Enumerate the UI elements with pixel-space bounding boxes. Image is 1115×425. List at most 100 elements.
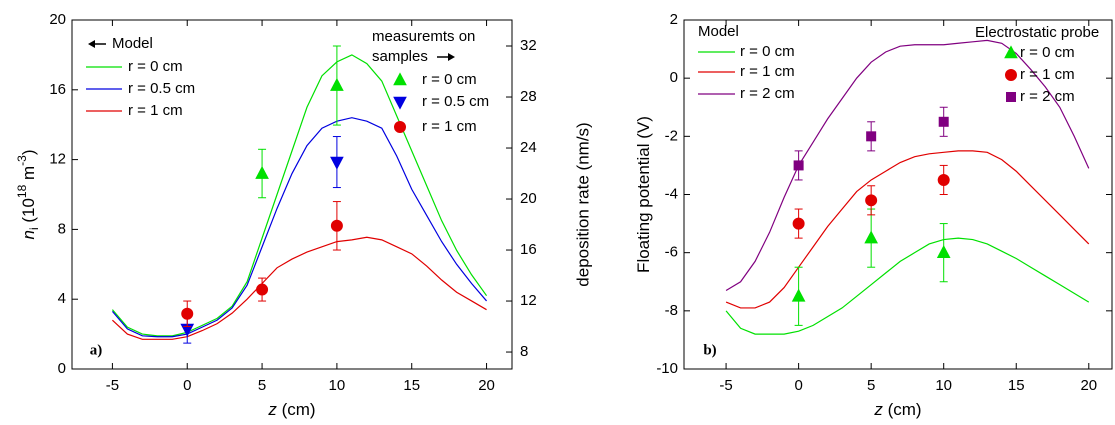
data-point — [937, 173, 950, 186]
y2-tick-label: 8 — [520, 343, 528, 360]
data-point — [865, 194, 878, 207]
model-line — [725, 237, 1090, 335]
y-label-part: i — [27, 227, 41, 230]
legend-marker — [1004, 45, 1018, 59]
legend-label: r = 1 cm — [422, 118, 477, 135]
x-tick-label: 15 — [403, 377, 420, 394]
legend-marker — [1005, 69, 1017, 81]
legend-marker — [393, 96, 407, 110]
y2-tick-label: 20 — [520, 190, 537, 207]
legend-arrow-head — [448, 53, 455, 61]
legend-title: Electrostatic probe — [975, 24, 1099, 41]
x-label-part: z — [267, 400, 277, 419]
x-tick-label: 20 — [478, 377, 495, 394]
x-tick-label: -5 — [106, 377, 119, 394]
x-label-part: (cm) — [883, 400, 922, 419]
legend-title: samples — [372, 48, 428, 65]
x-tick-label: 5 — [258, 377, 266, 394]
legend-marker — [394, 121, 406, 133]
y2-tick-label: 16 — [520, 241, 537, 258]
panel: -5 0 5 10 15 20 -10 -8 -6 -4 -2 0 2 z (cm) Floating po… — [634, 11, 1113, 419]
model-line — [111, 236, 487, 340]
legend-label: r = 2 cm — [740, 85, 795, 102]
x-tick-label: 5 — [867, 377, 875, 394]
legend-marker — [1006, 92, 1016, 102]
y-tick-label: 0 — [670, 69, 678, 86]
y-label-part: Floating potential (V) — [634, 116, 653, 273]
data-point — [792, 217, 805, 230]
legend-arrow-head — [88, 40, 95, 48]
x-label-part: (cm) — [277, 400, 316, 419]
x-tick-label: 0 — [183, 377, 191, 394]
y-tick-label: 8 — [58, 220, 66, 237]
y-tick-label: 20 — [49, 11, 66, 28]
x-tick-label: 0 — [794, 377, 802, 394]
x-tick-label: 10 — [329, 377, 346, 394]
x-tick-label: 20 — [1080, 377, 1097, 394]
legend-label: r = 2 cm — [1020, 88, 1075, 105]
model-line — [111, 117, 488, 338]
y-tick-label: -6 — [665, 244, 678, 261]
y-tick-label: -8 — [665, 302, 678, 319]
data-point — [791, 288, 806, 302]
y-tick-label: -4 — [665, 185, 678, 202]
y-tick-label: 0 — [58, 360, 66, 377]
x-axis-label: z (cm) — [873, 400, 921, 419]
data-point — [330, 156, 344, 170]
x-axis-label: z (cm) — [267, 400, 315, 419]
legend-label: r = 0 cm — [1020, 44, 1075, 61]
y-tick-label: 16 — [49, 81, 66, 98]
data-point — [793, 160, 804, 171]
data-point — [866, 131, 877, 142]
data-point — [256, 283, 269, 296]
y-tick-label: 2 — [670, 11, 678, 28]
y-label-part: (10 — [19, 198, 38, 227]
panel-label: a) — [90, 342, 103, 358]
panel: -5 0 5 10 15 20 0 4 8 12 16 20 8 12 16 20 24 28 32 z (cm) ni… — [15, 11, 592, 420]
data-point — [330, 219, 343, 232]
data-point — [181, 307, 194, 320]
y-tick-label: 4 — [58, 290, 66, 307]
y2-tick-label: 12 — [520, 292, 537, 309]
legend-label: r = 1 cm — [128, 102, 183, 119]
x-label-part: z — [873, 400, 883, 419]
model-line — [111, 54, 488, 337]
legend-label: r = 0.5 cm — [422, 93, 489, 110]
legend-label: r = 0 cm — [422, 71, 477, 88]
legend-label: r = 0 cm — [128, 58, 183, 75]
plot-frame — [71, 19, 513, 370]
x-tick-label: -5 — [719, 377, 732, 394]
y2-axis-label: deposition rate (nm/s) — [573, 122, 592, 286]
legend-label: r = 1 cm — [740, 63, 795, 80]
data-point — [255, 165, 269, 179]
legend-label: r = 0 cm — [740, 43, 795, 60]
legend-title: Model — [698, 23, 739, 40]
data-point — [936, 244, 951, 258]
data-point — [938, 116, 949, 127]
y2-tick-label: 24 — [520, 139, 537, 156]
y-axis-label: ni (1018 m-3) — [15, 149, 41, 239]
model-line — [725, 150, 1090, 309]
panel-label: b) — [703, 342, 716, 358]
y-tick-label: 12 — [49, 151, 66, 168]
y2-tick-label: 28 — [520, 88, 537, 105]
y-axis-label: Floating potential (V) — [634, 116, 653, 273]
y-label-part: 18 — [15, 184, 29, 198]
y-label-part: -3 — [15, 155, 29, 166]
legend-label: r = 1 cm — [1020, 66, 1075, 83]
legend-title: measuremts on — [372, 28, 475, 45]
y-label-part: ) — [19, 149, 38, 155]
legend-label: r = 0.5 cm — [128, 80, 195, 97]
y2-tick-label: 32 — [520, 37, 537, 54]
legend-title: Model — [112, 35, 153, 52]
data-point — [864, 230, 878, 244]
model-line — [725, 39, 1090, 291]
y-tick-label: -10 — [656, 360, 678, 377]
y-tick-label: -2 — [665, 127, 678, 144]
y-label-part: m — [19, 166, 38, 185]
x-tick-label: 10 — [935, 377, 952, 394]
x-tick-label: 15 — [1008, 377, 1025, 394]
y-label-part: n — [19, 230, 38, 239]
legend-marker — [393, 72, 407, 86]
